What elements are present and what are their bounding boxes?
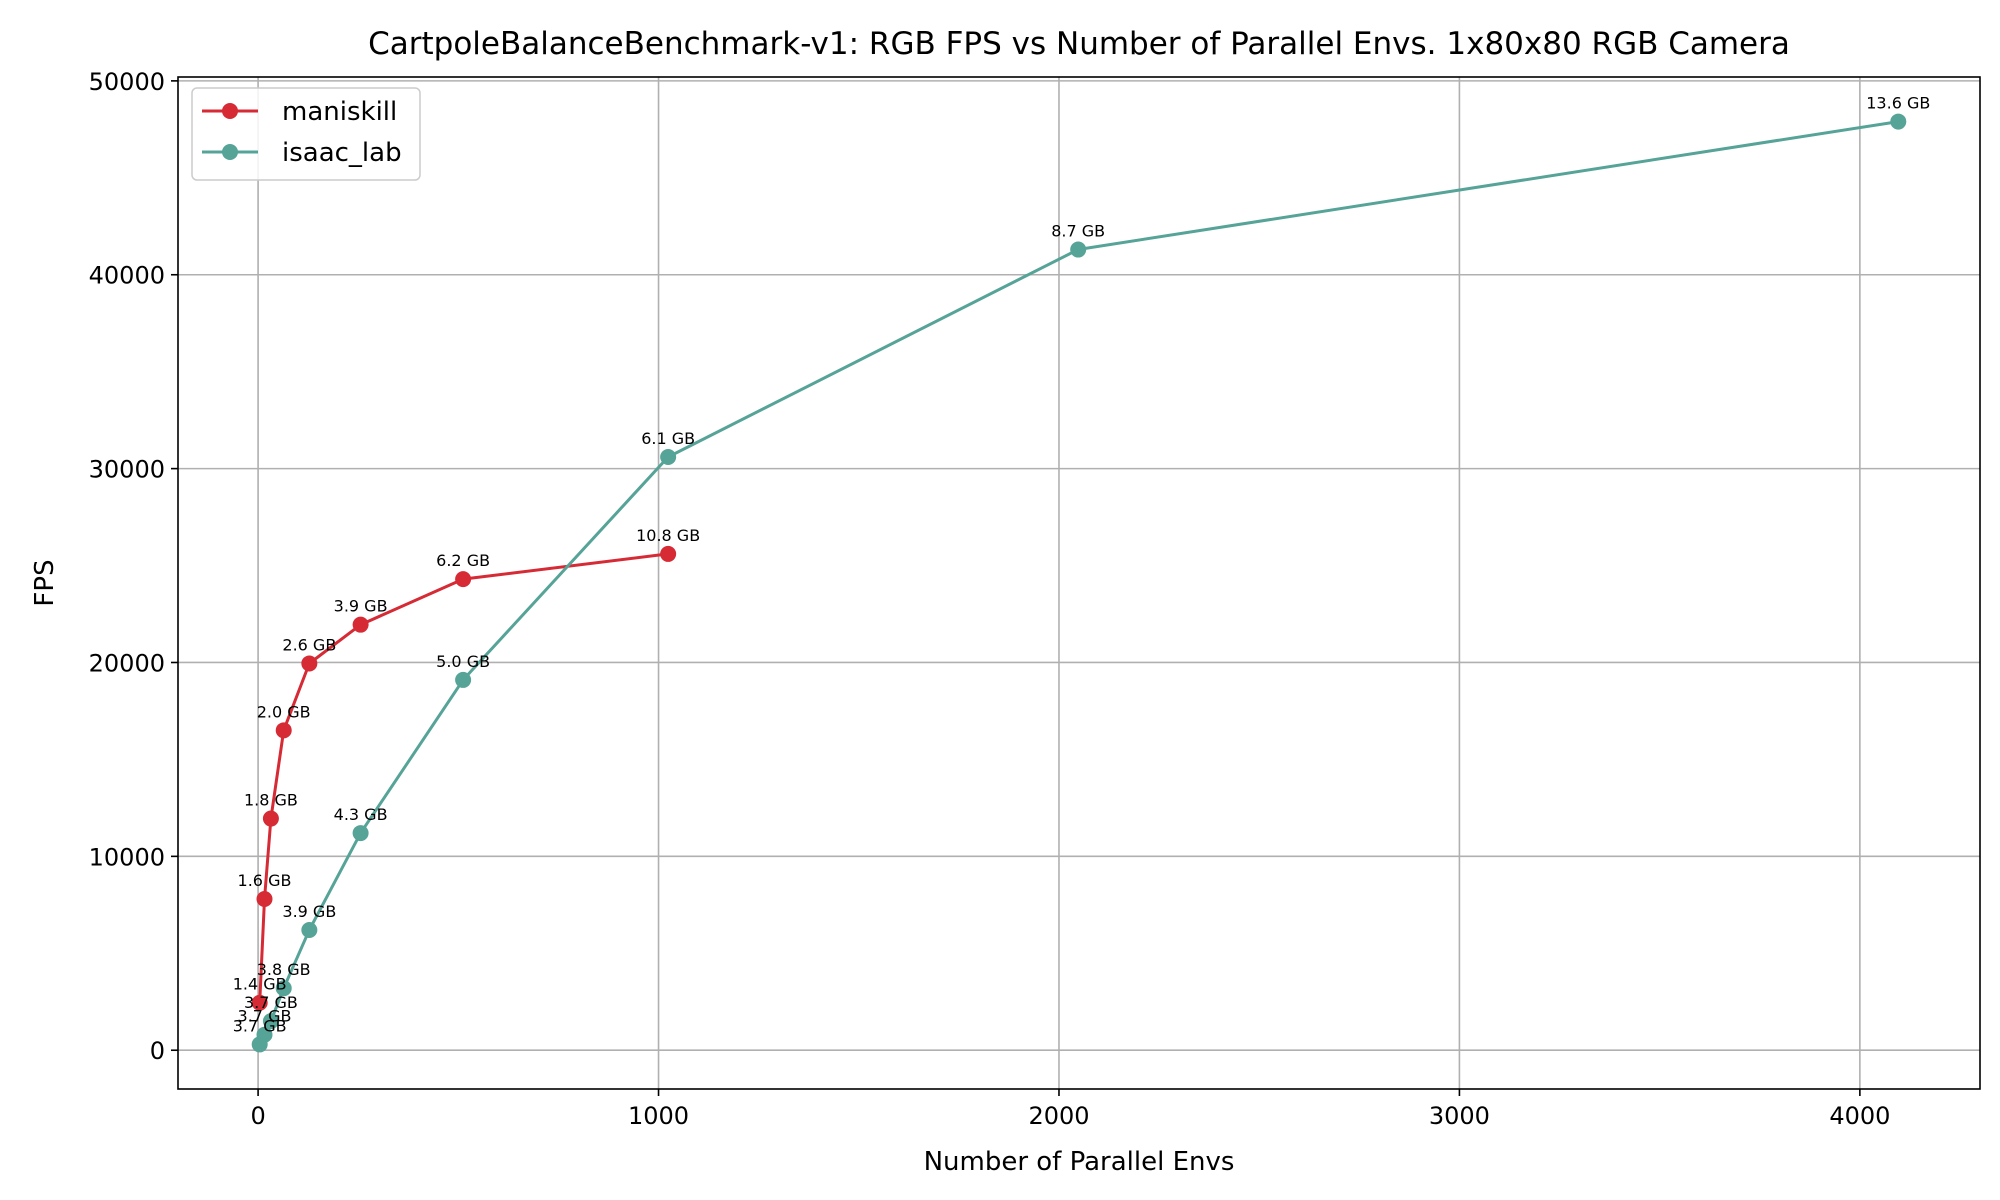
data-point-isaac-lab <box>301 922 318 939</box>
data-label-maniskill: 6.2 GB <box>436 551 490 570</box>
x-tick-label: 1000 <box>628 1102 689 1130</box>
axis-ticks: 0 1000 2000 3000 400001000020000300004000050… <box>89 68 1891 1130</box>
x-tick-label: 2000 <box>1028 1102 1089 1130</box>
legend-label-maniskill: maniskill <box>282 97 397 127</box>
x-tick-label: 0 <box>250 1102 265 1130</box>
data-point-isaac-lab <box>275 980 292 997</box>
data-point-maniskill <box>251 994 268 1011</box>
data-point-maniskill <box>262 810 279 827</box>
data-point-maniskill <box>301 655 318 672</box>
plot-frame <box>177 76 1981 1090</box>
data-label-maniskill: 3.9 GB <box>334 597 388 616</box>
data-label-maniskill: 1.4 GB <box>233 975 287 994</box>
data-label-isaac-lab: 6.1 GB <box>641 429 695 448</box>
data-point-isaac-lab <box>352 825 369 842</box>
data-point-maniskill <box>256 891 273 908</box>
data-label-isaac-lab: 3.8 GB <box>257 960 311 979</box>
series-line-maniskill <box>258 552 669 1003</box>
data-label-maniskill: 1.8 GB <box>244 791 298 810</box>
data-point-maniskill <box>352 616 369 633</box>
data-labels: 1.4 GB 1.6 GB 1.8 GB 2.0 GB 2.6 GB 3.9 GB 6.2 … <box>233 94 1931 1036</box>
y-axis-label: FPS <box>30 559 60 606</box>
data-label-maniskill: 10.8 GB <box>636 526 700 545</box>
y-tick-label: 20000 <box>89 649 165 677</box>
y-tick-label: 10000 <box>89 843 165 871</box>
data-label-maniskill: 1.6 GB <box>238 871 292 890</box>
data-label-isaac-lab: 8.7 GB <box>1051 222 1105 241</box>
series-line-isaac-lab <box>258 120 1899 1046</box>
legend-marker-isaac-lab <box>222 144 238 160</box>
y-tick-label: 40000 <box>89 262 165 290</box>
data-point-maniskill <box>660 545 677 562</box>
data-label-maniskill: 2.0 GB <box>257 702 311 721</box>
grid <box>178 77 1980 1089</box>
x-tick-label: 4000 <box>1829 1102 1890 1130</box>
data-point-isaac-lab <box>455 671 472 688</box>
chart-title: CartpoleBalanceBenchmark-v1: RGB FPS vs … <box>368 26 1790 62</box>
data-label-isaac-lab: 3.7 GB <box>244 993 298 1012</box>
series-layer <box>251 113 1907 1053</box>
data-point-isaac-lab <box>660 448 677 465</box>
legend: maniskill isaac_lab <box>191 87 421 181</box>
data-point-isaac-lab <box>1890 113 1907 130</box>
y-tick-label: 30000 <box>89 456 165 484</box>
legend-marker-maniskill <box>222 103 238 119</box>
data-label-isaac-lab: 3.7 GB <box>233 1016 287 1035</box>
data-point-maniskill <box>455 571 472 588</box>
data-point-isaac-lab <box>256 1026 273 1043</box>
data-label-isaac-lab: 3.7 GB <box>238 1007 292 1026</box>
data-label-maniskill: 2.6 GB <box>282 635 336 654</box>
y-tick-label: 50000 <box>89 68 165 96</box>
legend-label-isaac-lab: isaac_lab <box>282 138 402 168</box>
x-tick-label: 3000 <box>1429 1102 1490 1130</box>
data-point-isaac-lab <box>1070 241 1087 258</box>
x-axis-label: Number of Parallel Envs <box>924 1147 1235 1177</box>
data-point-isaac-lab <box>262 1013 279 1030</box>
data-label-isaac-lab: 3.9 GB <box>282 902 336 921</box>
data-label-isaac-lab: 4.3 GB <box>334 805 388 824</box>
data-label-isaac-lab: 13.6 GB <box>1866 94 1930 113</box>
data-label-isaac-lab: 5.0 GB <box>436 652 490 671</box>
y-tick-label: 0 <box>150 1037 165 1065</box>
data-point-maniskill <box>275 722 292 739</box>
